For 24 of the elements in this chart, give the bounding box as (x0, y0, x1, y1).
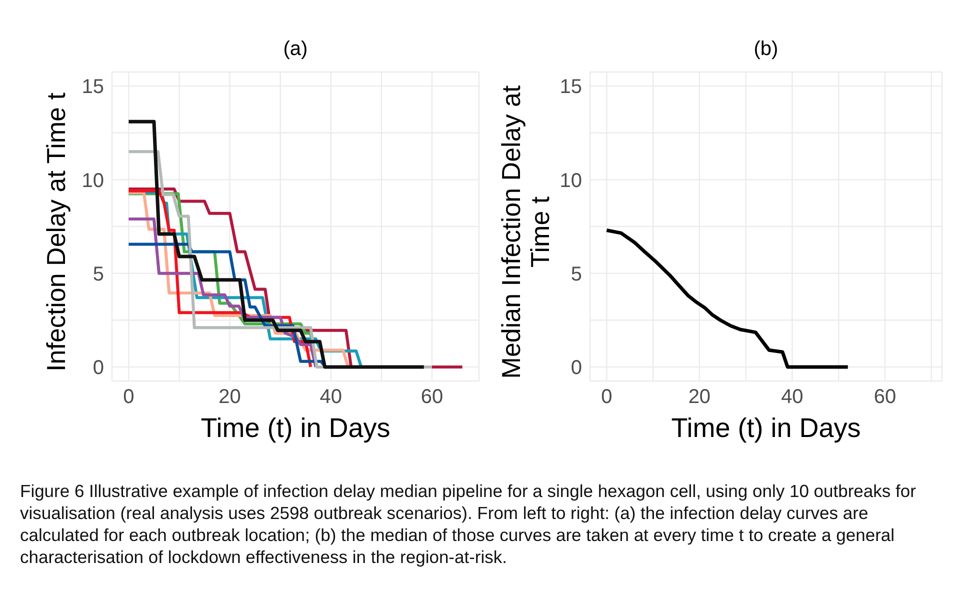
y-axis-title: Infection Delay at Time t (40, 92, 70, 372)
caption: Figure 6 Illustrative example of infection delay median pipeline for a single hexagon cell, using only 10 outbreaks for visualisation (real analysis uses 2598 outbreak scenarios). From left to right: (a) the infection delay curves are calculated for each outbreak location; (b) the median of those curves are taken at every time t to create a general characterisation of lockdown effectiveness in the region-at-risk. (20, 480, 917, 568)
y-tick-label: 10 (560, 170, 582, 192)
x-axis-title: Time (t) in Days (200, 413, 392, 444)
y-tick-label: 10 (82, 170, 104, 192)
x-tick-label: 40 (320, 386, 342, 408)
y-tick-label: 5 (92, 263, 104, 286)
y-tick-label: 0 (92, 357, 104, 380)
y-tick-label: 15 (560, 76, 582, 98)
x-axis-title: Time (t) in Days (670, 413, 862, 444)
chart-title: (b) (752, 38, 780, 61)
x-tick-label: 60 (874, 386, 896, 408)
y-tick-label: 0 (570, 357, 582, 380)
x-tick-label: 0 (601, 386, 612, 408)
x-tick-label: 40 (781, 386, 804, 408)
x-tick-label: 60 (420, 386, 444, 408)
y-tick-label: 15 (82, 76, 104, 98)
y-axis-title: Median Infection Delay at Time t (496, 84, 556, 381)
x-tick-label: 20 (688, 386, 711, 408)
x-tick-label: 0 (123, 386, 134, 408)
x-tick-label: 20 (218, 386, 241, 408)
chart-title: (a) (282, 38, 309, 61)
y-tick-label: 5 (570, 263, 582, 286)
line-series (604, 228, 850, 369)
